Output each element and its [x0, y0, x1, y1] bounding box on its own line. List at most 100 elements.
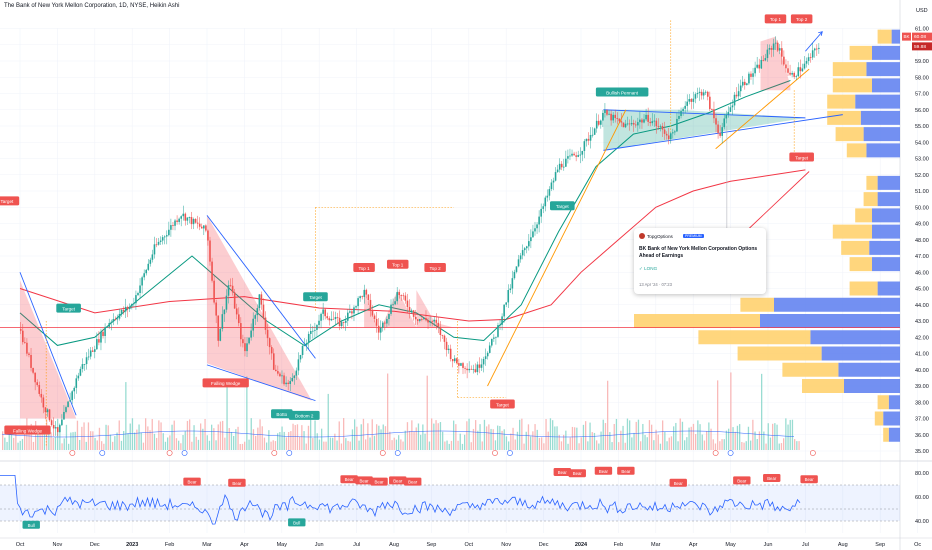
candle-body — [803, 63, 806, 69]
price-tick-label: 55.00 — [915, 124, 929, 130]
candle-body — [486, 352, 489, 357]
candle-body — [768, 48, 771, 50]
candle-body — [719, 132, 721, 136]
event-marker — [271, 450, 278, 456]
candle-body — [488, 345, 491, 353]
candle-body — [309, 331, 312, 334]
volume-bar — [547, 431, 549, 450]
candle-body — [694, 94, 697, 99]
impulse-line — [487, 109, 627, 387]
time-tick-label: Apr — [689, 542, 698, 548]
volume-bar — [622, 425, 624, 450]
volume-bar — [679, 418, 681, 450]
candle-body — [163, 236, 166, 238]
vp-sell-bar — [869, 240, 900, 255]
price-tick-label: 44.00 — [915, 303, 929, 309]
candle-body — [587, 138, 590, 141]
volume-bar — [197, 439, 200, 450]
candle-body — [727, 111, 730, 115]
label-target-4: Target — [556, 204, 569, 209]
candle-body — [194, 218, 197, 223]
candle-body — [384, 322, 386, 324]
candle-body — [429, 321, 431, 323]
candle-body — [667, 135, 670, 140]
candle-body — [305, 343, 308, 346]
candle-body — [672, 132, 674, 134]
volume-bar — [305, 443, 307, 450]
volume-bar — [684, 440, 686, 450]
candle-body — [515, 266, 518, 272]
volume-bar — [290, 431, 292, 450]
candle-body — [102, 331, 104, 337]
candle-body — [157, 241, 160, 245]
candle-body — [762, 59, 765, 61]
candle-body — [435, 319, 438, 323]
candle-body — [674, 131, 676, 133]
candle-body — [94, 349, 96, 352]
volume-bar — [648, 420, 651, 450]
volume-bar — [307, 425, 310, 450]
candle-body — [735, 94, 738, 97]
volume-bar — [173, 420, 175, 450]
candle-body — [789, 72, 791, 75]
idea-author[interactable]: TopgOptions — [647, 234, 673, 239]
volume-bar — [164, 441, 167, 450]
volume-bar — [763, 431, 765, 450]
rsi-bear-label: Bear — [188, 480, 198, 485]
candle-body — [419, 319, 421, 321]
volume-bar — [237, 426, 239, 450]
candle-body — [336, 317, 339, 318]
candle-body — [797, 67, 800, 77]
candle-body — [706, 91, 709, 97]
rsi-line — [0, 475, 801, 525]
idea-card[interactable]: TopgOptions PREMIUM BK Bank of New York … — [634, 228, 766, 294]
candle-body — [116, 318, 119, 320]
candle-body — [521, 250, 524, 256]
volume-bar — [52, 437, 54, 450]
candle-body — [560, 163, 563, 168]
candle-body — [620, 121, 623, 123]
volume-bar — [422, 424, 424, 450]
candle-body — [478, 364, 481, 368]
candle-body — [367, 294, 370, 300]
candle-body — [484, 356, 487, 359]
candle-body — [427, 320, 429, 323]
candle-body — [628, 123, 631, 125]
event-marker — [166, 450, 173, 456]
price-tick-label: 51.00 — [915, 189, 929, 195]
price-tick-label: 48.00 — [915, 238, 929, 244]
candle-body — [390, 304, 392, 314]
rsi-bear-label-bg — [800, 475, 818, 484]
candle-body — [497, 325, 499, 337]
label-top2-c-bg — [790, 14, 813, 24]
candle-body — [439, 326, 442, 335]
volume-bar — [222, 420, 224, 450]
candle-body — [141, 277, 143, 286]
volume-bar — [600, 431, 602, 450]
volume-bar — [472, 428, 475, 450]
volume-bar — [558, 434, 560, 450]
candle-body — [373, 315, 376, 319]
candle-body — [410, 310, 413, 312]
candle-body — [534, 228, 536, 232]
candle-body — [811, 50, 814, 58]
idea-headline[interactable]: BK Bank of New York Mellon Corporation O… — [639, 246, 758, 259]
volume-bar — [406, 422, 409, 450]
volume-bar — [109, 434, 112, 450]
candle-body — [48, 409, 51, 421]
volume-bar — [321, 428, 323, 450]
volume-bar — [426, 375, 428, 450]
candle-body — [470, 368, 473, 370]
event-marker — [727, 450, 734, 456]
volume-bar — [338, 421, 340, 450]
volume-bar — [503, 429, 505, 450]
candle-body — [630, 123, 633, 125]
label-target-5-bg — [789, 152, 814, 162]
volume-bar — [281, 426, 283, 450]
candle-body — [264, 317, 267, 330]
candle-body — [75, 378, 78, 388]
volume-bar — [470, 442, 472, 450]
volume-bar — [94, 438, 96, 450]
volume-bar — [717, 380, 719, 450]
